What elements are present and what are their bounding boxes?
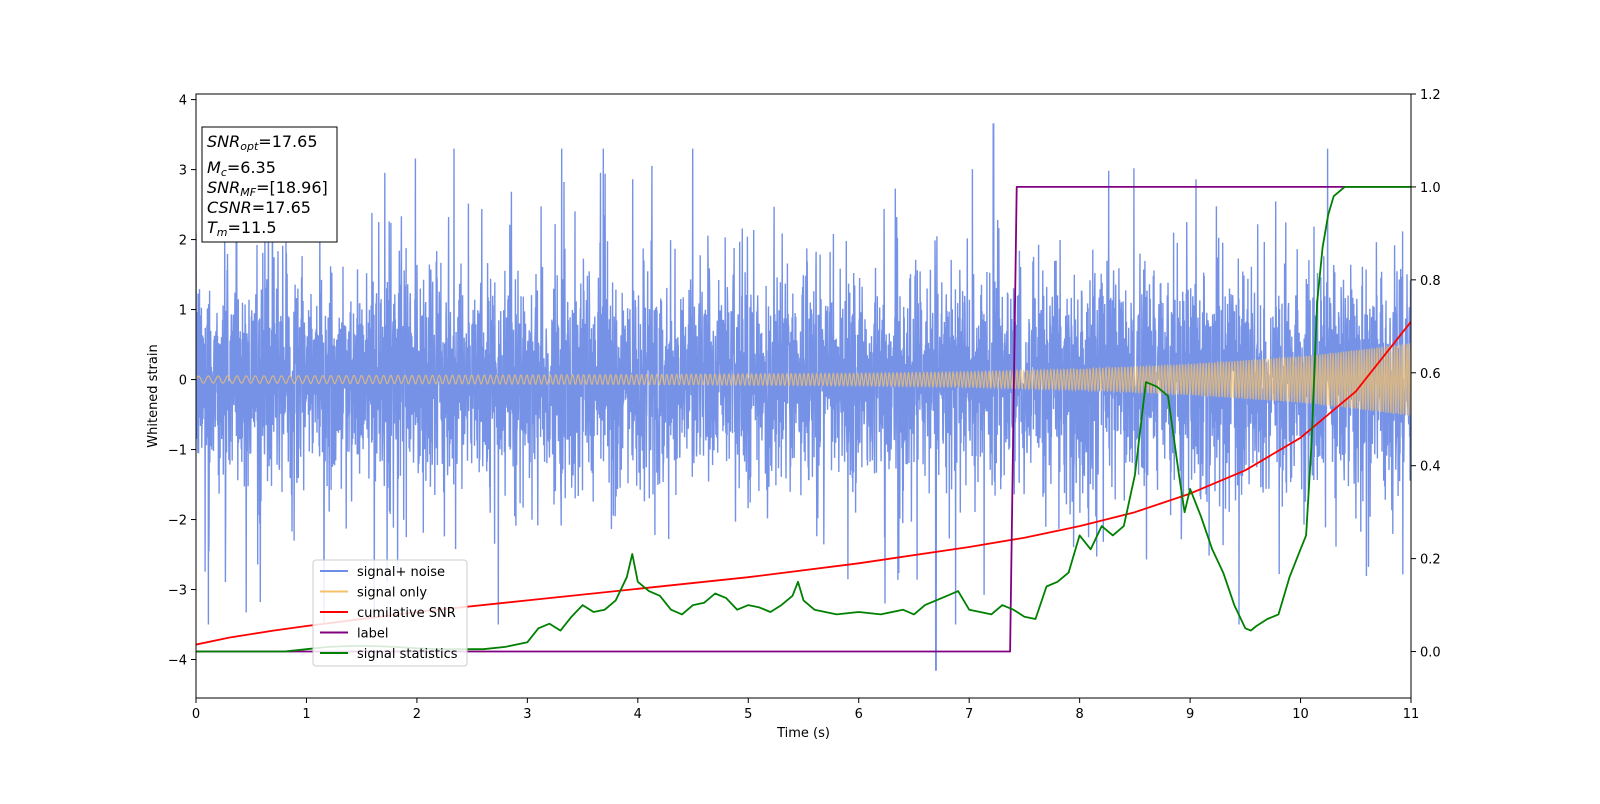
y-tick-label: −3 xyxy=(168,584,187,599)
y-axis-right: 0.0 0.2 0.4 0.6 0.8 1.0 1.2 xyxy=(1411,88,1441,661)
info-box-frame xyxy=(201,126,338,243)
info-line: CSNR=17.65 xyxy=(207,198,311,217)
y-tick-label: 2 xyxy=(179,234,187,249)
plot-area xyxy=(196,123,1411,671)
y-tick-label: 4 xyxy=(179,94,187,109)
legend-entry: cumilative SNR xyxy=(357,606,456,621)
x-tick-label: 11 xyxy=(1403,707,1420,722)
info-line: Mc=6.35 xyxy=(207,158,276,179)
x-tick-label: 2 xyxy=(413,707,421,722)
legend-entry: signal only xyxy=(357,586,427,601)
y-tick-label: −1 xyxy=(168,444,187,459)
legend-entry: signal statistics xyxy=(357,647,458,662)
x-axis-label: Time (s) xyxy=(776,726,830,741)
series-label-line xyxy=(196,185,1411,653)
x-tick-label: 0 xyxy=(192,707,200,722)
y2-tick-label: 1.0 xyxy=(1420,181,1441,196)
y2-tick-label: 0.0 xyxy=(1420,646,1441,661)
info-line: SNRMF=[18.96] xyxy=(207,178,328,199)
info-line: Tm=11.5 xyxy=(207,218,277,239)
x-axis: 0 1 2 3 4 5 6 7 8 9 10 11 xyxy=(192,698,1419,722)
info-line: SNRopt=17.65 xyxy=(207,132,318,153)
plot-frame xyxy=(195,93,1412,699)
x-tick-label: 8 xyxy=(1075,707,1083,722)
y2-tick-label: 0.6 xyxy=(1420,367,1441,382)
legend-entry: signal+ noise xyxy=(357,565,445,580)
series-signal-plus-noise-line xyxy=(196,123,1411,671)
y-axis-left: −4 −3 −2 −1 0 1 2 3 4 xyxy=(168,94,196,669)
series-signal-only-line xyxy=(196,343,1411,416)
x-tick-label: 6 xyxy=(855,707,863,722)
x-tick-label: 7 xyxy=(965,707,973,722)
y-tick-label: 3 xyxy=(179,164,187,179)
series-cumilative-snr-line xyxy=(196,321,1411,646)
legend-frame xyxy=(312,559,468,667)
y2-tick-label: 0.2 xyxy=(1420,553,1441,568)
y-tick-label: 1 xyxy=(179,304,187,319)
x-tick-label: 5 xyxy=(744,707,752,722)
x-tick-label: 9 xyxy=(1186,707,1194,722)
x-tick-label: 1 xyxy=(302,707,310,722)
y2-tick-label: 0.8 xyxy=(1420,274,1441,289)
legend-entry: label xyxy=(357,627,388,642)
x-tick-label: 4 xyxy=(634,707,642,722)
info-annotation-box: SNRopt=17.65 Mc=6.35SNRMF=[18.96]CSNR=17.… xyxy=(201,126,338,243)
y-tick-label: −4 xyxy=(168,654,187,669)
legend: signal+ noise signal only cumilative SNR la… xyxy=(312,559,468,667)
y-tick-label: 0 xyxy=(179,374,187,389)
y-tick-label: −2 xyxy=(168,514,187,529)
series-signal-statistics-line xyxy=(196,185,1411,653)
y2-tick-label: 1.2 xyxy=(1420,88,1441,103)
y2-tick-label: 0.4 xyxy=(1420,460,1441,475)
x-tick-label: 3 xyxy=(523,707,531,722)
y-axis-label: Whitened strain xyxy=(146,344,161,447)
x-tick-label: 10 xyxy=(1292,707,1309,722)
